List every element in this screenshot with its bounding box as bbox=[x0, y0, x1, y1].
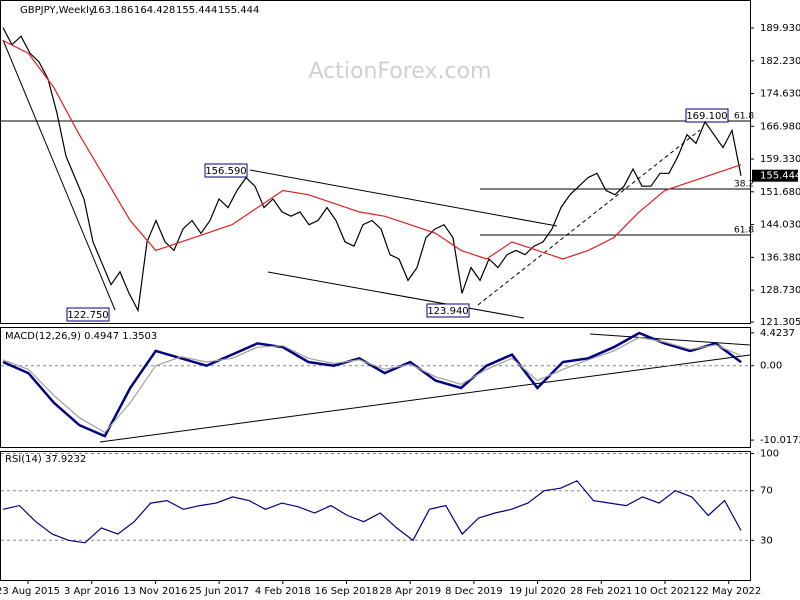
y-tick-label: 182.230 bbox=[760, 56, 800, 67]
x-tick-label: 28 Apr 2019 bbox=[379, 586, 441, 597]
annotation: 169.100 bbox=[686, 111, 727, 122]
fib-label: 38.2 bbox=[734, 180, 754, 190]
y-tick-label: 144.030 bbox=[760, 220, 800, 231]
price-panel bbox=[0, 0, 751, 324]
y-tick-label: 4.4237 bbox=[760, 328, 795, 339]
trendlines bbox=[0, 39, 751, 443]
y-tick-label: 174.630 bbox=[760, 88, 800, 99]
series-line bbox=[2, 39, 742, 260]
y-tick-label: 159.330 bbox=[760, 154, 800, 165]
rsi-label: RSI(14) 37.9232 bbox=[5, 454, 86, 465]
ohlc-close: 155.444 bbox=[218, 5, 259, 16]
macd-panel bbox=[0, 327, 751, 448]
rsi-panel bbox=[0, 451, 751, 581]
y-tick-label: 30 bbox=[760, 535, 773, 546]
y-tick-label: -10.0172 bbox=[760, 435, 800, 446]
x-tick-label: 3 Apr 2016 bbox=[64, 586, 119, 597]
y-tick-label: 136.380 bbox=[760, 252, 800, 263]
ohlc-high: 164.428 bbox=[134, 5, 175, 16]
x-tick-label: 22 May 2022 bbox=[696, 586, 761, 597]
annotation-boxes bbox=[66, 108, 729, 322]
x-tick-label: 10 Oct 2021 bbox=[634, 586, 696, 597]
fib-label: 61.8 bbox=[734, 112, 754, 122]
y-tick-label: 128.730 bbox=[760, 285, 800, 296]
series-line bbox=[2, 336, 742, 434]
series-line bbox=[2, 27, 742, 313]
annotation: 123.940 bbox=[427, 306, 468, 317]
ohlc-open: 163.186 bbox=[92, 5, 133, 16]
x-tick-label: 8 Dec 2019 bbox=[445, 586, 503, 597]
last-price-label: 155.444 bbox=[760, 171, 800, 182]
x-tick-label: 19 Jul 2020 bbox=[509, 586, 566, 597]
last-price-box bbox=[752, 169, 798, 182]
y-tick-label: 121.305 bbox=[760, 317, 800, 328]
x-tick-label: 13 Nov 2016 bbox=[123, 586, 187, 597]
macd-label: MACD(12,26,9) 0.4947 1.3503 bbox=[5, 331, 157, 342]
symbol-title: GBPJPY,Weekly bbox=[20, 5, 95, 16]
annotation: 122.750 bbox=[67, 310, 108, 321]
x-tick-label: 16 Sep 2018 bbox=[315, 586, 378, 597]
x-tick-label: 28 Feb 2021 bbox=[570, 586, 632, 597]
ohlc-low: 155.444 bbox=[176, 5, 217, 16]
x-tick-label: 4 Feb 2018 bbox=[255, 586, 311, 597]
x-tick-label: 25 Jun 2017 bbox=[189, 586, 249, 597]
fib-label: 61.8 bbox=[734, 226, 754, 236]
y-tick-label: 100 bbox=[760, 448, 779, 459]
y-tick-label: 151.680 bbox=[760, 187, 800, 198]
x-tick-label: 23 Aug 2015 bbox=[0, 586, 60, 597]
y-tick-label: 189.930 bbox=[760, 23, 800, 34]
series-line bbox=[2, 331, 742, 438]
annotation: 156.590 bbox=[205, 166, 246, 177]
series-line bbox=[2, 480, 742, 544]
y-tick-label: 0.00 bbox=[760, 361, 782, 372]
watermark: ActionForex.com bbox=[309, 59, 492, 84]
y-tick-label: 70 bbox=[760, 486, 773, 497]
y-tick-label: 166.980 bbox=[760, 121, 800, 132]
